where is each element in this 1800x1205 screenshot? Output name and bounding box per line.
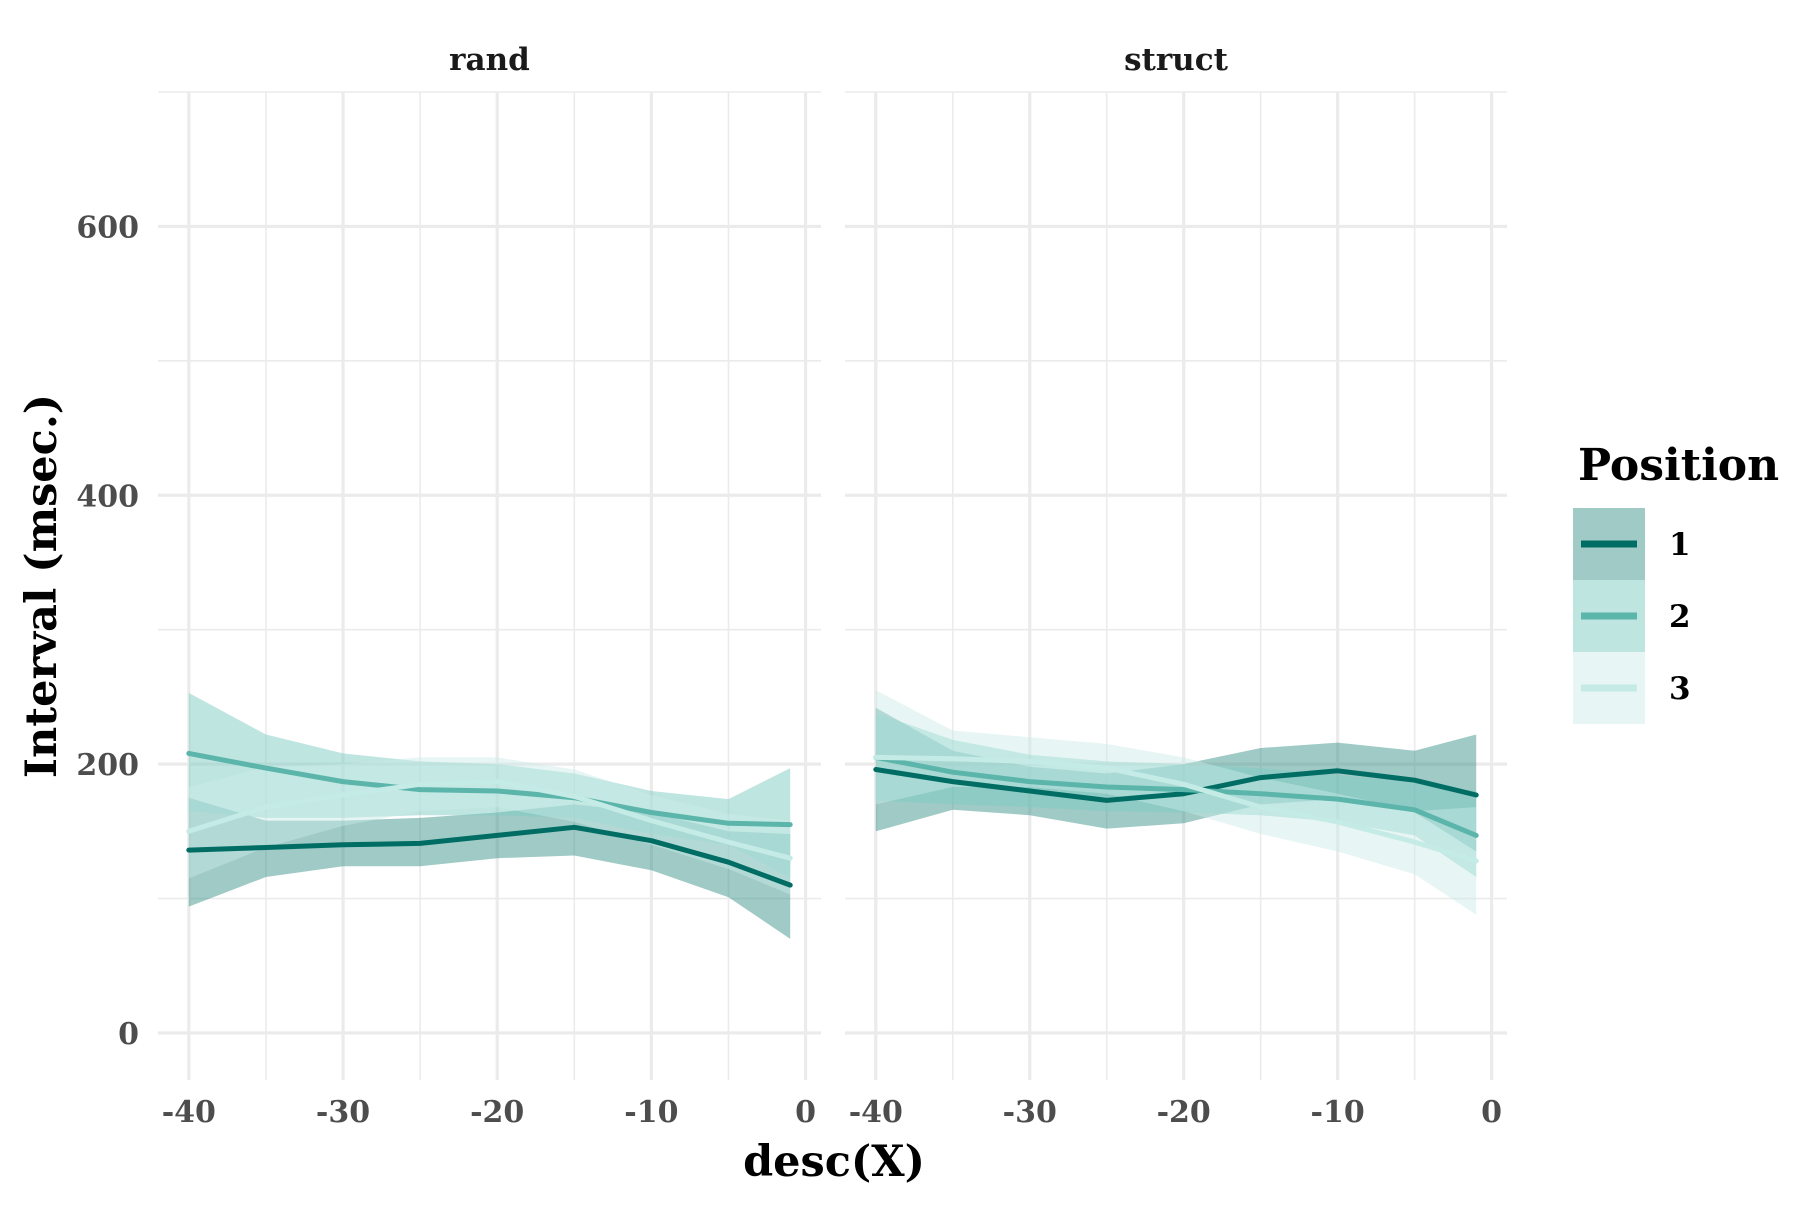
- legend: Position 1 2 3: [1573, 440, 1779, 724]
- line-series-1: [186, 824, 793, 888]
- x-tick-label: 0: [795, 1095, 816, 1130]
- legend-key-3: 3: [1573, 652, 1691, 724]
- legend-title: Position: [1578, 440, 1779, 491]
- legend-label: 2: [1669, 599, 1691, 635]
- legend-label: 3: [1669, 671, 1691, 707]
- ribbon-series-3: [188, 757, 791, 895]
- legend-key-1: 1: [1573, 508, 1691, 580]
- line-series-3: [873, 754, 1479, 864]
- x-tick-label: -20: [1157, 1095, 1211, 1130]
- x-tick-label: -30: [1003, 1095, 1057, 1130]
- y-tick-label: 200: [76, 748, 139, 783]
- x-tick-label: -30: [316, 1095, 370, 1130]
- line-series-3: [186, 779, 793, 861]
- legend-key-2: 2: [1573, 580, 1691, 652]
- x-tick-label: -20: [470, 1095, 524, 1130]
- ribbon-series-1: [188, 797, 791, 939]
- panel-strip-label: rand: [449, 42, 530, 78]
- panel-struct: struct -40 -30 -20 -10 0: [845, 42, 1507, 1130]
- panel-strip-label: struct: [1124, 42, 1229, 78]
- x-tick-label: -40: [162, 1095, 216, 1130]
- y-axis-title: Interval (msec.): [17, 394, 67, 778]
- x-tick-label: 0: [1481, 1095, 1502, 1130]
- line-series-2: [186, 750, 793, 828]
- panel-rand: rand -40 -30 -20 -10 0 0 200 400 600: [76, 42, 821, 1130]
- y-tick-label: 400: [76, 479, 139, 514]
- line-series-2: [873, 754, 1479, 838]
- line-series-1: [873, 767, 1479, 803]
- ribbon-series-2: [188, 692, 791, 879]
- x-tick-label: -10: [624, 1095, 678, 1130]
- legend-label: 1: [1669, 527, 1691, 563]
- ribbon-series-3: [875, 690, 1477, 915]
- x-axis-title: desc(X): [743, 1137, 925, 1187]
- y-tick-label: 600: [76, 210, 139, 245]
- x-tick-label: -10: [1311, 1095, 1365, 1130]
- x-tick-label: -40: [849, 1095, 903, 1130]
- y-tick-label: 0: [118, 1017, 139, 1052]
